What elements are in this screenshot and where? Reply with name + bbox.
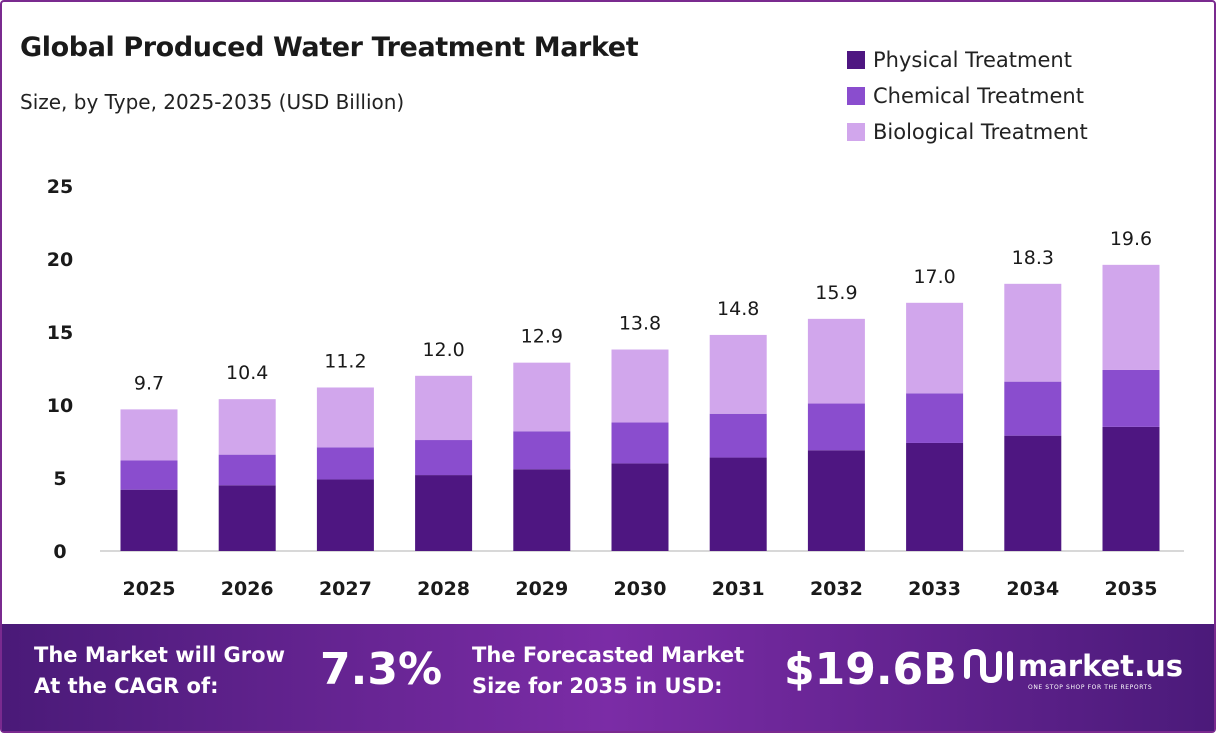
x-tick-label: 2033 bbox=[908, 578, 961, 600]
bar-total-label: 14.8 bbox=[717, 298, 759, 320]
x-tick-label: 2032 bbox=[810, 578, 863, 600]
bar-segment-biological bbox=[709, 334, 767, 414]
bar-total-label: 12.0 bbox=[422, 339, 464, 361]
x-tick-label: 2027 bbox=[319, 578, 372, 600]
bar-segment-physical bbox=[218, 485, 276, 551]
bar-segment-chemical bbox=[807, 403, 865, 451]
legend-swatch-chemical bbox=[847, 87, 865, 105]
x-tick-label: 2030 bbox=[614, 578, 667, 600]
bar-segment-chemical bbox=[316, 447, 374, 480]
bar-total-label: 11.2 bbox=[324, 350, 366, 372]
bar-total-label: 19.6 bbox=[1110, 228, 1152, 250]
bar-segment-chemical bbox=[906, 393, 964, 443]
bar-total-label: 10.4 bbox=[226, 362, 268, 384]
legend-label-physical: Physical Treatment bbox=[873, 48, 1072, 72]
bar-segment-physical bbox=[807, 450, 865, 551]
bar-segment-chemical bbox=[120, 460, 178, 490]
summary-banner: The Market will Grow At the CAGR of: 7.3… bbox=[2, 624, 1214, 731]
y-tick-label: 10 bbox=[47, 395, 73, 417]
cagr-label: The Market will Grow At the CAGR of: bbox=[34, 640, 285, 702]
x-tick-label: 2029 bbox=[515, 578, 568, 600]
bar-segment-biological bbox=[906, 302, 964, 394]
bar-total-label: 13.8 bbox=[619, 313, 661, 335]
y-tick-label: 15 bbox=[47, 322, 73, 344]
bar-total-label: 15.9 bbox=[815, 282, 857, 304]
x-tick-label: 2028 bbox=[417, 578, 470, 600]
y-tick-label: 0 bbox=[53, 541, 66, 563]
forecast-label-line2: Size for 2035 in USD: bbox=[472, 674, 723, 698]
cagr-value: 7.3% bbox=[320, 644, 443, 695]
bar-segment-biological bbox=[218, 399, 276, 455]
bar-segment-physical bbox=[709, 457, 767, 551]
bar-total-label: 18.3 bbox=[1012, 247, 1054, 269]
bar-segment-physical bbox=[906, 442, 964, 551]
legend-item-biological: Biological Treatment bbox=[847, 114, 1088, 150]
bar-segment-biological bbox=[415, 375, 473, 441]
bar-segment-physical bbox=[1004, 435, 1062, 551]
bar-segment-biological bbox=[807, 318, 865, 404]
forecast-value: $19.6B bbox=[784, 644, 957, 695]
bar-segment-biological bbox=[611, 349, 669, 423]
bar-total-label: 17.0 bbox=[913, 266, 955, 288]
chart-title: Global Produced Water Treatment Market bbox=[20, 32, 639, 63]
bar-segment-chemical bbox=[709, 413, 767, 458]
cagr-label-line2: At the CAGR of: bbox=[34, 674, 219, 698]
brand-logo: market.us ONE STOP SHOP FOR THE REPORTS bbox=[962, 646, 1184, 691]
x-tick-label: 2034 bbox=[1006, 578, 1059, 600]
bar-segment-physical bbox=[1102, 426, 1160, 551]
bar-segment-physical bbox=[611, 463, 669, 551]
legend-label-chemical: Chemical Treatment bbox=[873, 84, 1084, 108]
y-tick-label: 25 bbox=[47, 176, 73, 198]
market-us-logo-icon bbox=[964, 648, 1013, 684]
bar-segment-chemical bbox=[513, 431, 571, 470]
bar-segment-physical bbox=[513, 469, 571, 551]
bar-segment-chemical bbox=[218, 454, 276, 486]
x-tick-label: 2031 bbox=[712, 578, 765, 600]
bar-segment-chemical bbox=[1102, 369, 1160, 427]
bar-segment-physical bbox=[120, 489, 178, 551]
bar-total-label: 12.9 bbox=[521, 326, 563, 348]
legend-item-physical: Physical Treatment bbox=[847, 42, 1088, 78]
y-tick-label: 5 bbox=[53, 468, 66, 490]
legend-label-biological: Biological Treatment bbox=[873, 120, 1088, 144]
forecast-label: The Forecasted Market Size for 2035 in U… bbox=[472, 640, 744, 702]
bar-segment-chemical bbox=[415, 440, 473, 476]
bar-segment-chemical bbox=[1004, 381, 1062, 436]
bar-segment-physical bbox=[316, 479, 374, 551]
bar-segment-biological bbox=[316, 387, 374, 448]
legend: Physical Treatment Chemical Treatment Bi… bbox=[847, 42, 1088, 150]
stacked-bar-chart: 05101520259.7202510.4202611.2202712.0202… bbox=[47, 176, 1184, 600]
bar-segment-biological bbox=[1102, 264, 1160, 370]
x-tick-label: 2035 bbox=[1105, 578, 1158, 600]
bar-segment-chemical bbox=[611, 422, 669, 464]
legend-swatch-physical bbox=[847, 51, 865, 69]
x-tick-label: 2025 bbox=[123, 578, 176, 600]
cagr-label-line1: The Market will Grow bbox=[34, 643, 285, 667]
legend-swatch-biological bbox=[847, 123, 865, 141]
forecast-label-line1: The Forecasted Market bbox=[472, 643, 745, 667]
x-tick-label: 2026 bbox=[221, 578, 274, 600]
bar-segment-physical bbox=[415, 475, 473, 551]
bar-segment-biological bbox=[1004, 283, 1062, 382]
legend-item-chemical: Chemical Treatment bbox=[847, 78, 1088, 114]
bar-segment-biological bbox=[513, 362, 571, 432]
brand-name: market.us bbox=[1018, 649, 1184, 683]
bar-segment-biological bbox=[120, 409, 178, 461]
y-tick-label: 20 bbox=[47, 249, 73, 271]
chart-subtitle: Size, by Type, 2025-2035 (USD Billion) bbox=[20, 90, 405, 114]
brand-tagline: ONE STOP SHOP FOR THE REPORTS bbox=[1028, 684, 1153, 691]
bar-total-label: 9.7 bbox=[134, 372, 164, 394]
